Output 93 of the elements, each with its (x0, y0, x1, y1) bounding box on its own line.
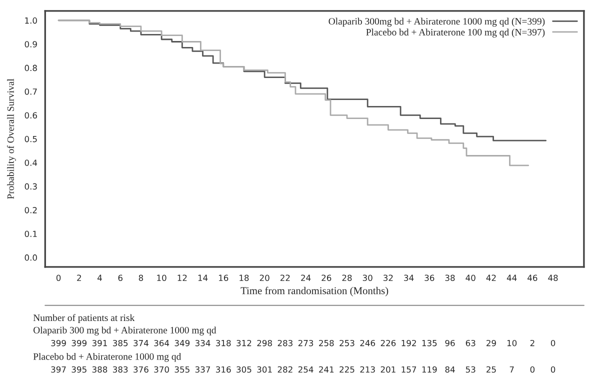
text: 10 (507, 340, 517, 346)
text: 84 (445, 366, 455, 373)
y-axis-title: Probability of Overall Survival (6, 78, 16, 199)
text: 241 (319, 366, 334, 373)
text: 273 (298, 340, 314, 346)
x-tick-label: 0 (56, 274, 61, 282)
x-tick-label: 28 (342, 274, 352, 282)
x-tick-label: 30 (362, 274, 372, 282)
text: 96 (445, 340, 455, 346)
text: 337 (195, 366, 210, 373)
y-tick-label: 0.5 (24, 136, 37, 142)
x-tick-label: 38 (445, 274, 455, 282)
text: 397 (51, 366, 66, 373)
x-tick-label: 32 (384, 274, 393, 282)
text: 383 (113, 366, 128, 373)
y-tick-label: 0.4 (24, 160, 38, 166)
text: 0 (550, 340, 556, 346)
x-tick-label: 42 (486, 274, 496, 281)
x-tick-label: 10 (157, 274, 166, 282)
text: 385 (113, 340, 128, 346)
text: 246 (360, 340, 376, 346)
text: 192 (402, 340, 416, 346)
text: 376 (134, 366, 148, 373)
text: 399 (51, 340, 66, 346)
text: 334 (195, 340, 210, 346)
text: 119 (422, 366, 437, 373)
x-tick-label: 14 (198, 274, 208, 281)
y-tick-label: 0.2 (24, 207, 37, 214)
x-tick-label: 18 (240, 274, 249, 282)
text: 395 (72, 366, 86, 373)
text: 364 (154, 340, 170, 346)
text: 301 (257, 366, 272, 373)
text: 25 (486, 366, 496, 373)
text: 201 (380, 366, 396, 373)
text: 283 (278, 340, 292, 346)
x-tick-label: 8 (138, 274, 144, 282)
text: 374 (134, 340, 148, 346)
text: 388 (92, 366, 108, 373)
text: 258 (319, 340, 334, 346)
x-tick-label: 4 (98, 274, 102, 281)
x-tick-label: 12 (178, 274, 187, 281)
text: 318 (216, 340, 231, 346)
legend-label: Olaparib 300mg bd + Abiraterone 1000 mg qd (N=399) (328, 18, 545, 27)
text: 399 (72, 340, 87, 346)
x-tick-label: 22 (280, 274, 290, 281)
text: Olaparib 300 mg bd + Abiraterone 1000 mg qd (34, 326, 216, 336)
legend-label: Placebo bd + Abiraterone 100 mg qd (N=397) (366, 28, 545, 38)
text: 253 (340, 340, 354, 346)
y-tick-label: 0.9 (24, 41, 37, 48)
text: 349 (174, 340, 190, 346)
text: 355 (174, 366, 190, 373)
x-tick-label: 20 (260, 274, 270, 282)
text: 2 (530, 340, 534, 346)
x-tick-label: 2 (77, 274, 81, 281)
y-tick-label: 0.1 (24, 230, 37, 238)
text: 312 (236, 340, 252, 346)
text: 370 (154, 366, 169, 373)
x-tick-label: 6 (118, 274, 122, 282)
text: 298 (257, 340, 272, 346)
x-tick-label: 26 (322, 274, 332, 282)
text: 157 (402, 366, 416, 373)
text: 63 (466, 340, 476, 346)
x-tick-label: 24 (301, 274, 311, 281)
x-tick-label: 46 (528, 274, 538, 282)
y-tick-label: 1.0 (25, 17, 37, 24)
text: Placebo bd + Abiraterone 1000 mg qd (33, 352, 182, 362)
text: 53 (466, 366, 476, 373)
x-axis-title: Time from randomisation (Months) (240, 286, 388, 296)
y-tick-label: 0.0 (24, 254, 37, 261)
y-tick-label: 0.8 (24, 64, 37, 72)
text: 225 (340, 366, 354, 373)
text: 282 (278, 366, 292, 373)
text: 254 (298, 366, 314, 373)
text: Number of patients at risk (33, 314, 135, 324)
y-tick-label: 0.6 (24, 112, 37, 119)
y-tick-label: 0.7 (24, 88, 37, 95)
text: 391 (92, 340, 107, 346)
text: 135 (422, 340, 437, 346)
x-tick-label: 40 (466, 274, 476, 282)
text: 213 (360, 366, 375, 373)
text: 226 (380, 340, 396, 346)
x-tick-label: 48 (548, 274, 558, 282)
x-tick-label: 36 (424, 274, 434, 282)
text: 29 (486, 340, 496, 346)
text: 305 (236, 366, 252, 373)
text: 316 (216, 366, 231, 373)
text: 0 (530, 366, 535, 373)
text: 7 (510, 366, 514, 373)
x-tick-label: 16 (218, 274, 228, 282)
x-tick-label: 44 (506, 274, 517, 281)
y-tick-label: 0.3 (24, 183, 37, 190)
text: 0 (550, 366, 556, 373)
x-tick-label: 34 (404, 274, 414, 282)
